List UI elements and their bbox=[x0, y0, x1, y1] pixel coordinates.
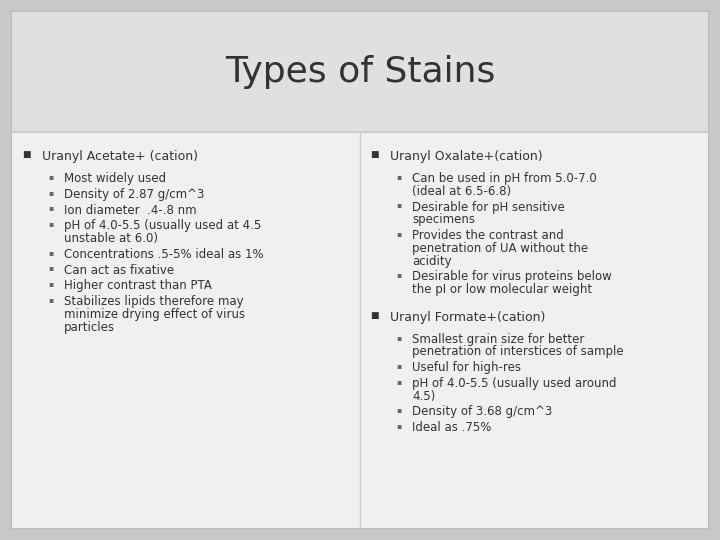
Text: ▪: ▪ bbox=[48, 264, 53, 273]
Text: ▪: ▪ bbox=[48, 204, 53, 213]
Text: Concentrations .5-5% ideal as 1%: Concentrations .5-5% ideal as 1% bbox=[64, 248, 264, 261]
Text: Ion diameter  .4-.8 nm: Ion diameter .4-.8 nm bbox=[64, 204, 197, 217]
Text: ▪: ▪ bbox=[48, 188, 53, 197]
Text: acidity: acidity bbox=[412, 254, 451, 267]
Text: penetration of UA without the: penetration of UA without the bbox=[412, 242, 588, 255]
Text: Uranyl Acetate+ (cation): Uranyl Acetate+ (cation) bbox=[42, 150, 198, 163]
FancyBboxPatch shape bbox=[12, 132, 708, 528]
Text: Density of 2.87 g/cm^3: Density of 2.87 g/cm^3 bbox=[64, 188, 204, 201]
Text: pH of 4.0-5.5 (usually used at 4.5: pH of 4.0-5.5 (usually used at 4.5 bbox=[64, 219, 261, 232]
Text: Density of 3.68 g/cm^3: Density of 3.68 g/cm^3 bbox=[412, 406, 552, 419]
Text: Higher contrast than PTA: Higher contrast than PTA bbox=[64, 279, 212, 292]
Text: ▪: ▪ bbox=[48, 172, 53, 181]
Text: Ideal as .75%: Ideal as .75% bbox=[412, 421, 491, 434]
Text: pH of 4.0-5.5 (usually used around: pH of 4.0-5.5 (usually used around bbox=[412, 377, 616, 390]
Text: minimize drying effect of virus: minimize drying effect of virus bbox=[64, 308, 245, 321]
FancyBboxPatch shape bbox=[12, 12, 708, 132]
Text: Can be used in pH from 5.0-7.0: Can be used in pH from 5.0-7.0 bbox=[412, 172, 597, 185]
Text: ▪: ▪ bbox=[396, 421, 401, 430]
Text: ▪: ▪ bbox=[396, 377, 401, 386]
Text: particles: particles bbox=[64, 321, 115, 334]
Text: ■: ■ bbox=[370, 150, 379, 159]
Text: ▪: ▪ bbox=[48, 248, 53, 256]
Text: Stabilizes lipids therefore may: Stabilizes lipids therefore may bbox=[64, 295, 243, 308]
Text: ■: ■ bbox=[370, 310, 379, 320]
Text: Uranyl Formate+(cation): Uranyl Formate+(cation) bbox=[390, 310, 545, 324]
Text: 4.5): 4.5) bbox=[412, 390, 436, 403]
Text: Provides the contrast and: Provides the contrast and bbox=[412, 229, 564, 242]
Text: ▪: ▪ bbox=[48, 295, 53, 304]
Text: the pI or low molecular weight: the pI or low molecular weight bbox=[412, 283, 592, 296]
Text: Desirable for virus proteins below: Desirable for virus proteins below bbox=[412, 270, 612, 284]
Text: specimens: specimens bbox=[412, 213, 475, 226]
Text: ▪: ▪ bbox=[396, 229, 401, 238]
FancyBboxPatch shape bbox=[12, 12, 708, 528]
Text: Most widely used: Most widely used bbox=[64, 172, 166, 185]
Text: ▪: ▪ bbox=[396, 172, 401, 181]
Text: ▪: ▪ bbox=[396, 406, 401, 415]
Text: Can act as fixative: Can act as fixative bbox=[64, 264, 174, 276]
Text: ■: ■ bbox=[22, 150, 30, 159]
Text: ▪: ▪ bbox=[396, 333, 401, 342]
Text: Desirable for pH sensitive: Desirable for pH sensitive bbox=[412, 200, 564, 213]
Text: ▪: ▪ bbox=[396, 270, 401, 279]
Text: ▪: ▪ bbox=[396, 361, 401, 370]
Text: ▪: ▪ bbox=[48, 219, 53, 228]
Text: (ideal at 6.5-6.8): (ideal at 6.5-6.8) bbox=[412, 185, 511, 198]
Text: Uranyl Oxalate+(cation): Uranyl Oxalate+(cation) bbox=[390, 150, 543, 163]
Text: penetration of interstices of sample: penetration of interstices of sample bbox=[412, 346, 624, 359]
Text: unstable at 6.0): unstable at 6.0) bbox=[64, 232, 158, 245]
Text: ▪: ▪ bbox=[48, 279, 53, 288]
Text: Types of Stains: Types of Stains bbox=[225, 55, 495, 89]
Text: Smallest grain size for better: Smallest grain size for better bbox=[412, 333, 585, 346]
Text: ▪: ▪ bbox=[396, 200, 401, 210]
Text: Useful for high-res: Useful for high-res bbox=[412, 361, 521, 374]
